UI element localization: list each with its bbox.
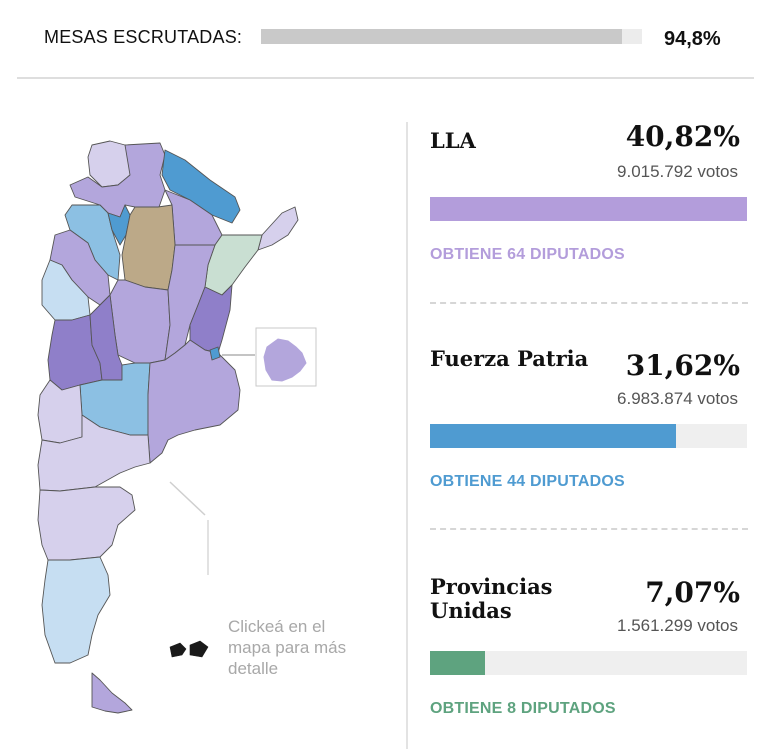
province-buenos-aires[interactable] bbox=[147, 339, 241, 464]
party-card-provincias-unidas[interactable]: Provincias Unidas 7,07% 1.561.299 votos … bbox=[430, 572, 748, 722]
province-santiago-del-estero[interactable] bbox=[121, 204, 176, 291]
province-formosa[interactable] bbox=[161, 149, 241, 224]
party-name: LLA bbox=[430, 128, 476, 153]
province-tierra-del-fuego[interactable] bbox=[91, 672, 133, 714]
party-vote-bar bbox=[430, 424, 747, 448]
province-chubut[interactable] bbox=[37, 486, 136, 561]
caba-inset-frame[interactable] bbox=[255, 327, 317, 387]
map-hint-text: Clickeá en el mapa para más detalle bbox=[228, 617, 347, 678]
party-percent: 7,07% bbox=[645, 576, 740, 609]
party-seats: OBTIENE 44 DIPUTADOS bbox=[430, 473, 625, 490]
party-vote-bar-fill bbox=[430, 197, 747, 221]
province-cordoba[interactable] bbox=[109, 279, 171, 364]
party-seats: OBTIENE 64 DIPUTADOS bbox=[430, 246, 625, 263]
party-votes: 9.015.792 votos bbox=[617, 162, 738, 181]
party-votes: 1.561.299 votos bbox=[617, 616, 738, 635]
scrutiny-progress-fill bbox=[261, 29, 623, 44]
panel-divider bbox=[406, 122, 408, 749]
party-seats: OBTIENE 8 DIPUTADOS bbox=[430, 700, 616, 717]
province-santa-cruz[interactable] bbox=[41, 556, 111, 664]
party-votes: 6.983.874 votos bbox=[617, 389, 738, 408]
party-vote-bar bbox=[430, 197, 747, 221]
party-percent: 31,62% bbox=[625, 349, 740, 382]
header-divider bbox=[17, 77, 754, 79]
scrutiny-header: MESAS ESCRUTADAS: 94,8% bbox=[0, 0, 759, 78]
party-percent: 40,82% bbox=[625, 120, 740, 153]
party-vote-bar-fill bbox=[430, 651, 485, 675]
province-catamarca[interactable] bbox=[64, 204, 121, 281]
map-panel: Clickeá en el mapa para más detalle bbox=[0, 95, 400, 749]
party-name: Provincias Unidas bbox=[430, 574, 553, 623]
party-card-fuerza-patria[interactable]: Fuerza Patria 31,62% 6.983.874 votos OBT… bbox=[430, 346, 748, 496]
province-santa-fe[interactable] bbox=[164, 244, 216, 361]
hint-leader-line bbox=[169, 481, 206, 516]
party-name: Fuerza Patria bbox=[430, 346, 589, 371]
party-vote-bar-fill bbox=[430, 424, 676, 448]
scrutiny-progress-bar bbox=[261, 29, 642, 44]
province-neuquen[interactable] bbox=[37, 379, 83, 444]
argentina-map[interactable] bbox=[0, 95, 400, 749]
party-card-lla[interactable]: LLA 40,82% 9.015.792 votos OBTIENE 64 DI… bbox=[430, 120, 748, 270]
scrutiny-label: MESAS ESCRUTADAS: bbox=[44, 27, 243, 47]
results-separator bbox=[430, 528, 748, 530]
province-caba[interactable] bbox=[209, 346, 221, 361]
islas-malvinas[interactable] bbox=[169, 640, 209, 658]
province-entre-rios[interactable] bbox=[189, 284, 233, 354]
province-misiones[interactable] bbox=[257, 206, 299, 251]
party-vote-bar bbox=[430, 651, 747, 675]
caba-inset-shape[interactable] bbox=[263, 338, 307, 382]
results-separator bbox=[430, 302, 748, 304]
scrutiny-percent: 94,8% bbox=[664, 28, 721, 50]
